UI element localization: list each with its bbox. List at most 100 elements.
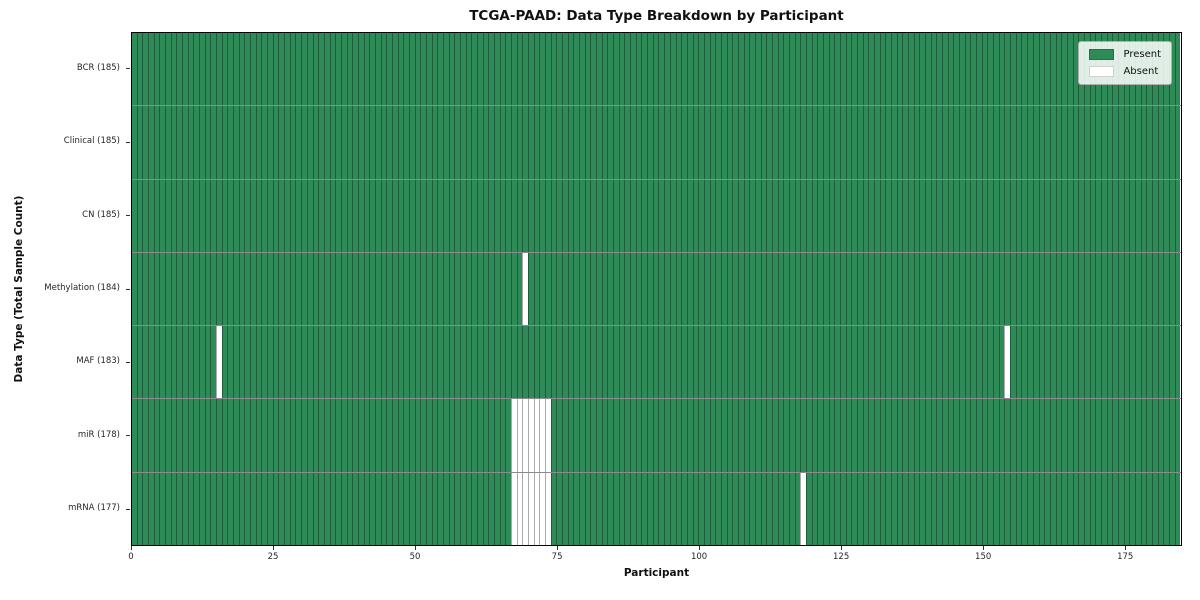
heatmap-cell	[505, 399, 512, 472]
heatmap-cell	[607, 106, 614, 179]
heatmap-cell	[845, 399, 852, 472]
heatmap-cell	[839, 179, 846, 252]
heatmap-cell	[834, 179, 840, 252]
heatmap-cell	[737, 179, 744, 252]
heatmap-cell	[1083, 106, 1090, 179]
heatmap-cell	[437, 33, 443, 106]
heatmap-cell	[329, 252, 336, 326]
heatmap-cell	[885, 252, 892, 326]
heatmap-cell	[329, 399, 336, 472]
heatmap-cell	[913, 252, 920, 326]
heatmap-cell	[471, 326, 477, 399]
heatmap-cell	[244, 399, 251, 472]
heatmap-cell	[896, 399, 903, 472]
heatmap-cell	[845, 326, 852, 399]
heatmap-cell	[386, 179, 392, 252]
heatmap-cell	[936, 33, 943, 106]
heatmap-cell	[562, 472, 568, 545]
heatmap-cell	[1015, 326, 1022, 399]
heatmap-cell	[233, 472, 239, 545]
heatmap-cell	[278, 472, 285, 545]
heatmap-cell	[533, 399, 540, 472]
heatmap-cell	[476, 472, 483, 545]
heatmap-cell	[879, 326, 886, 399]
heatmap-cell	[295, 33, 302, 106]
heatmap-cell	[391, 399, 398, 472]
heatmap-cell	[403, 106, 409, 179]
heatmap-cell	[153, 106, 160, 179]
heatmap-cell	[397, 399, 404, 472]
heatmap-cell	[346, 179, 353, 252]
heatmap-cell	[550, 179, 557, 252]
heatmap-cell	[380, 399, 387, 472]
heatmap-cell	[442, 106, 449, 179]
heatmap-cell	[817, 106, 823, 179]
heatmap-cell	[1106, 399, 1113, 472]
heatmap-cell	[369, 399, 375, 472]
heatmap-cell	[908, 472, 914, 545]
heatmap-cell	[567, 472, 574, 545]
heatmap-cell	[442, 179, 449, 252]
x-tick-label: 125	[833, 552, 850, 562]
heatmap-cell	[675, 179, 682, 252]
heatmap-cell	[1095, 106, 1101, 179]
heatmap-cell	[959, 252, 965, 326]
heatmap-cell	[522, 252, 529, 326]
heatmap-cell	[1078, 472, 1084, 545]
heatmap-cell	[970, 106, 977, 179]
heatmap-cell	[874, 33, 880, 106]
heatmap-cell	[1095, 252, 1101, 326]
heatmap-cell	[425, 179, 432, 252]
heatmap-cell	[1004, 326, 1011, 399]
heatmap-cell	[425, 252, 432, 326]
heatmap-cell	[1021, 326, 1028, 399]
y-tick-mark	[126, 215, 130, 217]
heatmap-cell	[902, 326, 909, 399]
heatmap-cell	[295, 399, 302, 472]
row-maf	[132, 325, 1181, 399]
heatmap-cell	[193, 33, 200, 106]
x-axis-label: Participant	[623, 567, 690, 579]
heatmap-cell	[522, 106, 529, 179]
heatmap-cell	[930, 472, 937, 545]
heatmap-cell	[777, 472, 784, 545]
heatmap-cell	[306, 33, 313, 106]
heatmap-cell	[499, 252, 506, 326]
heatmap-cell	[1089, 179, 1096, 252]
heatmap-cell	[964, 106, 971, 179]
heatmap-cell	[959, 179, 965, 252]
heatmap-cell	[238, 33, 245, 106]
heatmap-cell	[1066, 326, 1073, 399]
heatmap-cell	[590, 472, 597, 545]
heatmap-cell	[896, 179, 903, 252]
heatmap-cell	[301, 106, 307, 179]
heatmap-cell	[675, 399, 682, 472]
heatmap-cell	[221, 399, 228, 472]
heatmap-cell	[306, 106, 313, 179]
heatmap-cell	[885, 33, 892, 106]
heatmap-cell	[499, 472, 506, 545]
heatmap-cell	[885, 106, 892, 179]
heatmap-cell	[596, 106, 602, 179]
heatmap-cell	[822, 326, 829, 399]
heatmap-cell	[448, 472, 455, 545]
heatmap-cell	[607, 472, 614, 545]
heatmap-cell	[698, 326, 704, 399]
heatmap-cell	[868, 106, 875, 179]
heatmap-cell	[528, 179, 534, 252]
heatmap-cell	[760, 179, 767, 252]
heatmap-cell	[386, 252, 392, 326]
heatmap-cell	[335, 252, 341, 326]
heatmap-cell	[556, 252, 563, 326]
heatmap-cell	[681, 106, 687, 179]
heatmap-cell	[539, 326, 546, 399]
heatmap-cell	[647, 179, 653, 252]
heatmap-cell	[1168, 472, 1175, 545]
heatmap-cell	[981, 252, 988, 326]
heatmap-cell	[754, 33, 761, 106]
heatmap-cell	[170, 472, 177, 545]
heatmap-cell	[1174, 106, 1181, 179]
heatmap-cell	[454, 326, 460, 399]
heatmap-cell	[851, 399, 857, 472]
heatmap-cell	[647, 33, 653, 106]
